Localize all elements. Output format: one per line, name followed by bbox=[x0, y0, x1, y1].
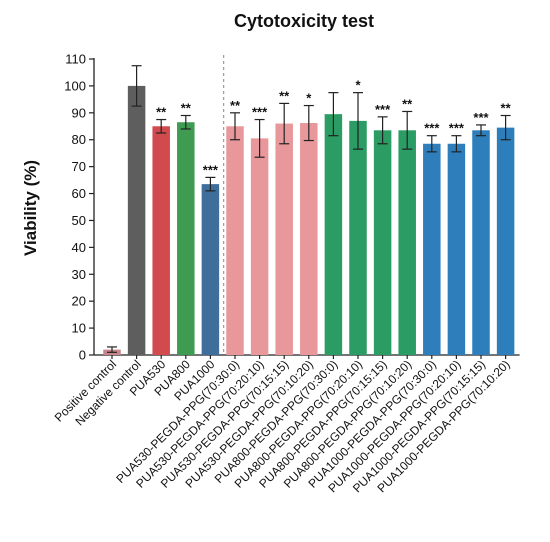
significance-label: ** bbox=[279, 88, 290, 103]
significance-label: *** bbox=[449, 121, 465, 136]
y-tick-label: 100 bbox=[64, 78, 86, 93]
bar bbox=[398, 130, 416, 355]
bar bbox=[201, 184, 220, 355]
significance-label: * bbox=[306, 91, 312, 106]
significance-label: *** bbox=[424, 121, 440, 136]
significance-label: *** bbox=[473, 110, 489, 125]
significance-label: *** bbox=[252, 105, 268, 120]
bar bbox=[152, 126, 170, 355]
chart-title: Cytotoxicity test bbox=[234, 11, 374, 31]
bar bbox=[496, 127, 515, 355]
y-tick-label: 80 bbox=[72, 132, 86, 147]
y-tick-label: 60 bbox=[72, 186, 86, 201]
bar bbox=[447, 143, 466, 355]
bar bbox=[226, 126, 244, 355]
y-tick-label: 90 bbox=[72, 105, 86, 120]
y-tick-label: 0 bbox=[79, 348, 86, 363]
bar bbox=[250, 138, 269, 355]
bar bbox=[373, 130, 392, 355]
significance-label: ** bbox=[501, 101, 512, 116]
significance-label: * bbox=[355, 78, 361, 93]
y-tick-label: 30 bbox=[72, 267, 86, 282]
bar bbox=[423, 143, 441, 355]
y-axis-label: Viability (%) bbox=[21, 160, 40, 256]
significance-label: ** bbox=[402, 96, 413, 111]
y-tick-label: 10 bbox=[72, 321, 86, 336]
y-tick-label: 20 bbox=[72, 294, 86, 309]
bar bbox=[177, 122, 195, 356]
significance-label: *** bbox=[375, 102, 391, 117]
y-tick-label: 110 bbox=[65, 52, 86, 67]
significance-label: ** bbox=[156, 105, 167, 120]
y-tick-label: 40 bbox=[72, 240, 86, 255]
significance-label: ** bbox=[230, 98, 241, 113]
significance-label: ** bbox=[181, 101, 192, 116]
bar bbox=[349, 120, 367, 356]
bar bbox=[300, 123, 318, 355]
bar bbox=[472, 130, 490, 355]
significance-label: *** bbox=[203, 162, 219, 177]
bar bbox=[127, 85, 146, 355]
y-tick-label: 70 bbox=[72, 159, 86, 174]
bar bbox=[275, 123, 293, 355]
y-tick-label: 50 bbox=[72, 213, 86, 228]
bar bbox=[324, 114, 343, 355]
